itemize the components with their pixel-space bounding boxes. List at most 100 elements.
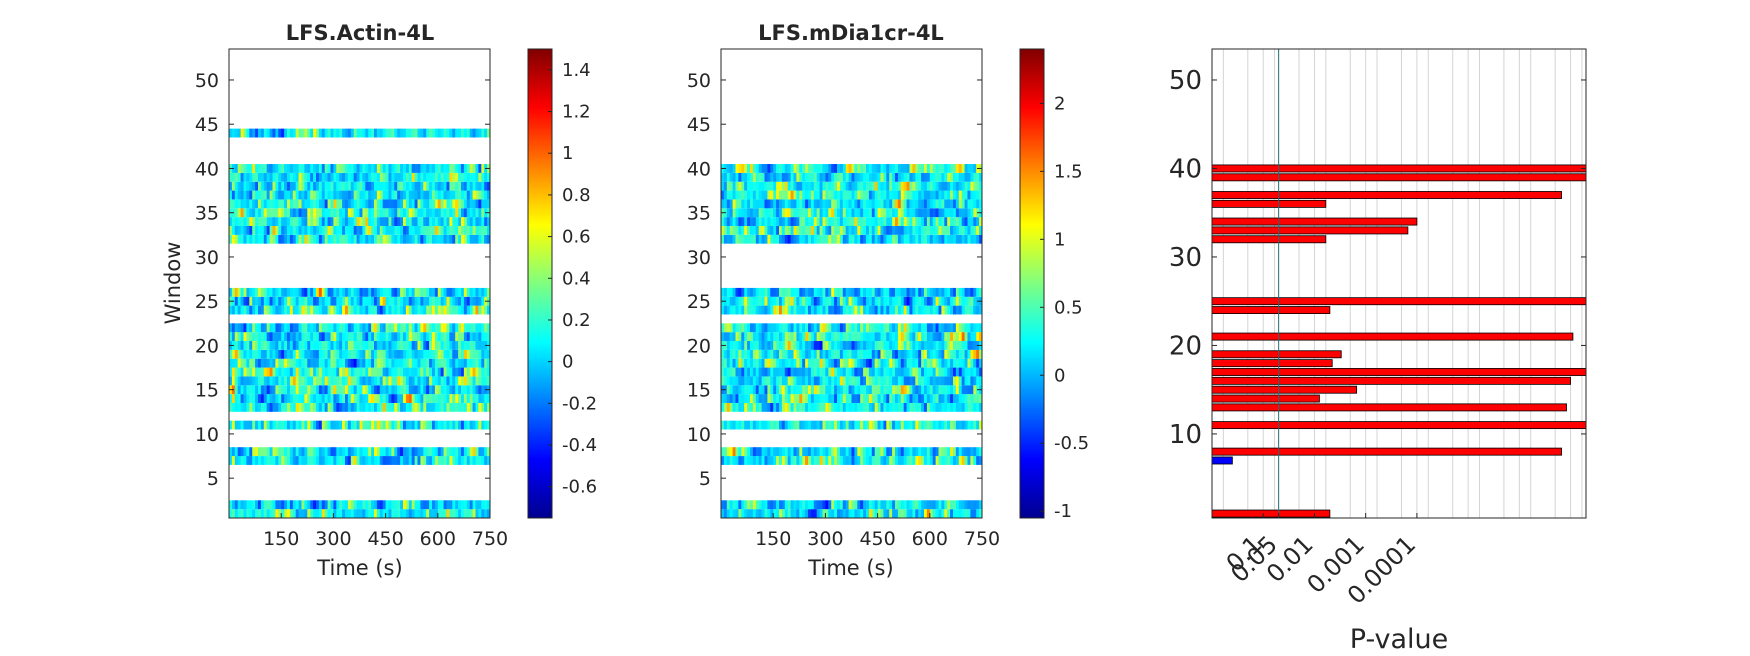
heatmap-cell: [266, 323, 270, 333]
heatmap-cell: [941, 349, 945, 359]
heatmap-cell: [906, 500, 910, 510]
heatmap-cell: [295, 341, 299, 350]
heatmap-cell: [744, 225, 748, 235]
heatmap-cell: [721, 199, 725, 209]
heatmap-cell: [429, 367, 433, 377]
heatmap-cell: [229, 349, 233, 359]
heatmap-cell: [721, 234, 725, 244]
heatmap-cell: [284, 287, 288, 297]
heatmap-cell: [845, 456, 849, 465]
heatmap-cell: [260, 287, 265, 297]
heatmap-cell: [452, 367, 456, 377]
heatmap-cell: [955, 287, 960, 297]
heatmap-cell: [874, 341, 878, 350]
heatmap-cell: [918, 385, 922, 395]
heatmap-cell: [350, 225, 355, 235]
heatmap-cell: [909, 172, 913, 182]
heatmap-cell: [915, 225, 919, 235]
heatmap-cell: [802, 199, 806, 209]
heatmap-cell: [287, 500, 291, 510]
heatmap-cell: [237, 217, 241, 226]
heatmap-cell: [376, 323, 381, 333]
heatmap-cell: [721, 305, 725, 315]
heatmap-cell: [466, 128, 471, 138]
heatmap-cell: [408, 385, 413, 395]
heatmap-cell: [912, 385, 916, 395]
heatmap-cell: [947, 509, 951, 518]
heatmap-cell: [784, 199, 789, 209]
heatmap-cell: [854, 367, 858, 377]
heatmap-cell: [796, 358, 800, 368]
heatmap-cell: [388, 323, 392, 333]
heatmap-cell: [900, 208, 905, 218]
heatmap-cell: [810, 394, 815, 403]
heatmap-cell: [446, 394, 450, 403]
heatmap-cell: [897, 190, 902, 200]
heatmap-cell: [970, 181, 974, 191]
heatmap-cell: [255, 367, 259, 377]
heatmap-cell: [400, 394, 404, 403]
heatmap-cell: [420, 172, 424, 182]
heatmap-cell: [240, 509, 244, 518]
heatmap-cell: [767, 287, 771, 297]
heatmap-cell: [747, 305, 751, 315]
heatmap-cell: [871, 420, 876, 430]
heatmap-cell: [935, 509, 939, 518]
heatmap-cell: [452, 385, 456, 395]
heatmap-cell: [961, 394, 965, 403]
heatmap-cell: [967, 296, 971, 306]
heatmap-cell: [889, 341, 893, 350]
heatmap-cell: [330, 287, 334, 297]
heatmap-cell: [362, 376, 366, 386]
heatmap-cell: [747, 234, 751, 244]
heatmap-cell: [484, 128, 488, 138]
heatmap-cell: [764, 394, 768, 403]
heatmap-cell: [443, 394, 447, 403]
heatmap-cell: [278, 172, 282, 182]
heatmap-cell: [947, 500, 951, 510]
heatmap-cell: [417, 402, 421, 412]
heatmap-cell: [266, 181, 270, 191]
heatmap-cell: [289, 385, 294, 395]
heatmap-cell: [345, 305, 349, 315]
heatmap-cell: [721, 500, 725, 510]
heatmap-cell: [336, 349, 340, 359]
heatmap-cell: [755, 500, 760, 510]
heatmap-cell: [347, 394, 352, 403]
heatmap-cell: [289, 225, 294, 235]
heatmap-cell: [385, 181, 389, 191]
heatmap-cell: [229, 500, 233, 510]
heatmap-cell: [752, 402, 757, 412]
heatmap-cell: [452, 500, 456, 510]
heatmap-cell: [321, 172, 326, 182]
heatmap-cell: [258, 509, 262, 518]
heatmap-cell: [350, 500, 355, 510]
heatmap-cell: [345, 509, 349, 518]
heatmap-cell: [857, 420, 861, 430]
heatmap-cell: [839, 376, 844, 386]
heatmap-cell: [356, 394, 360, 403]
heatmap-cell: [764, 323, 768, 333]
heatmap-cell: [953, 447, 957, 457]
heatmap-cell: [790, 234, 794, 244]
heatmap-cell: [252, 208, 256, 218]
heatmap-cell: [397, 217, 401, 226]
heatmap-cell: [851, 181, 855, 191]
heatmap-cell: [400, 323, 404, 333]
heatmap-cell: [359, 296, 363, 306]
heatmap-cell: [440, 217, 444, 226]
heatmap-cell: [750, 456, 754, 465]
heatmap-cell: [289, 447, 294, 457]
heatmap-cell: [481, 447, 485, 457]
heatmap-cell: [307, 456, 311, 465]
heatmap-cell: [272, 402, 276, 412]
heatmap-cell: [871, 172, 876, 182]
heatmap-cell: [909, 234, 913, 244]
heatmap-cell: [339, 181, 343, 191]
heatmap-cell: [744, 323, 748, 333]
heatmap-cell: [310, 341, 314, 350]
heatmap-cell: [365, 420, 369, 430]
heatmap-cell: [924, 385, 928, 395]
heatmap-cell: [432, 358, 436, 368]
heatmap-cell: [915, 385, 919, 395]
